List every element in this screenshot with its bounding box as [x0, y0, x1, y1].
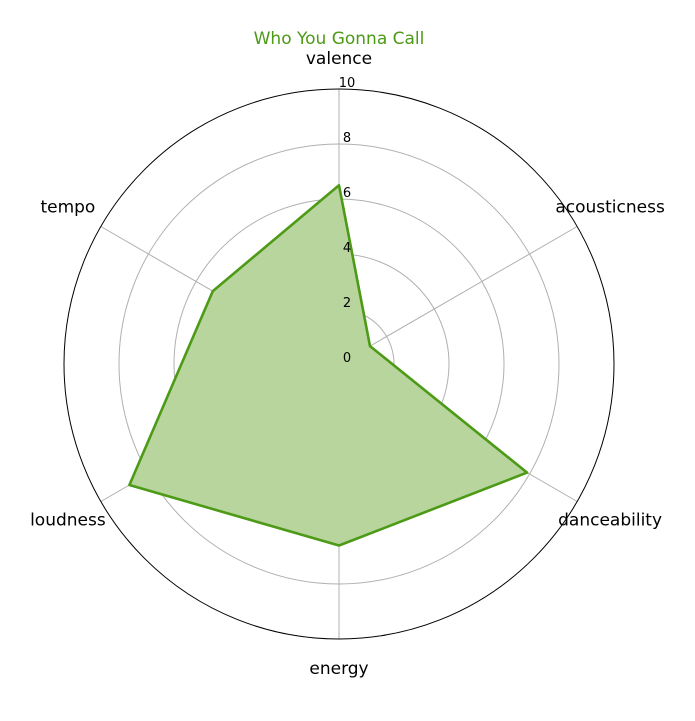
tick-label-10: 10: [339, 76, 356, 91]
axis-label-energy: energy: [309, 659, 368, 679]
tick-label-2: 2: [343, 296, 351, 311]
tick-label-6: 6: [343, 186, 351, 201]
axis-labels: valence acousticness danceability energy lou…: [30, 49, 665, 679]
tick-label-4: 4: [343, 241, 351, 256]
tick-label-8: 8: [343, 131, 351, 146]
axis-label-valence: valence: [306, 49, 372, 69]
axis-label-danceability: danceability: [558, 511, 662, 531]
series-layer: [128, 184, 529, 547]
radial-tick-labels: 0 2 4 6 8 10: [339, 76, 356, 366]
axis-label-tempo: tempo: [40, 198, 95, 218]
axis-label-loudness: loudness: [30, 511, 106, 531]
spoke-acousticness: [338, 226, 578, 365]
axis-label-acousticness: acousticness: [555, 198, 665, 218]
outer-ring: [63, 88, 615, 640]
tick-label-0: 0: [343, 351, 351, 366]
chart-title: Who You Gonna Call: [254, 29, 425, 49]
series-area: [129, 185, 528, 546]
